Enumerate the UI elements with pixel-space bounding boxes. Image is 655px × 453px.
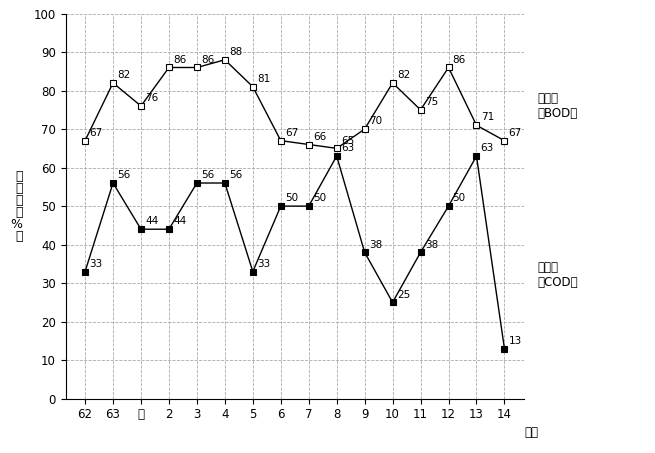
Text: 44: 44 (173, 217, 187, 226)
Text: 67: 67 (89, 128, 102, 138)
Text: 13: 13 (508, 336, 522, 346)
Text: 50: 50 (313, 193, 326, 203)
Text: 38: 38 (369, 240, 382, 250)
Text: 海　域
（COD）: 海 域 （COD） (538, 261, 578, 289)
Text: 56: 56 (229, 170, 242, 180)
Text: 38: 38 (424, 240, 438, 250)
Text: 76: 76 (145, 93, 159, 103)
Text: 67: 67 (508, 128, 522, 138)
Text: 75: 75 (424, 97, 438, 107)
Text: 河　川
（BOD）: 河 川 （BOD） (538, 92, 578, 120)
Text: 67: 67 (285, 128, 298, 138)
Text: 86: 86 (173, 55, 187, 65)
Text: 86: 86 (201, 55, 214, 65)
Text: 70: 70 (369, 116, 382, 126)
Text: 86: 86 (453, 55, 466, 65)
Text: 33: 33 (257, 259, 271, 269)
Text: 56: 56 (201, 170, 214, 180)
Text: 88: 88 (229, 47, 242, 57)
Text: 82: 82 (117, 70, 130, 80)
Text: 56: 56 (117, 170, 130, 180)
Text: 44: 44 (145, 217, 159, 226)
Text: 年度: 年度 (524, 426, 538, 439)
Text: 50: 50 (453, 193, 466, 203)
Text: 50: 50 (285, 193, 298, 203)
Text: 25: 25 (397, 289, 410, 299)
Text: 66: 66 (313, 132, 326, 142)
Text: 63: 63 (481, 143, 494, 153)
Text: 71: 71 (481, 112, 494, 122)
Y-axis label: 達
成
率
（
%
）: 達 成 率 （ % ） (10, 169, 22, 243)
Text: 33: 33 (89, 259, 102, 269)
Text: 81: 81 (257, 74, 271, 84)
Text: 63: 63 (341, 143, 354, 153)
Text: 82: 82 (397, 70, 410, 80)
Text: 65: 65 (341, 135, 354, 145)
